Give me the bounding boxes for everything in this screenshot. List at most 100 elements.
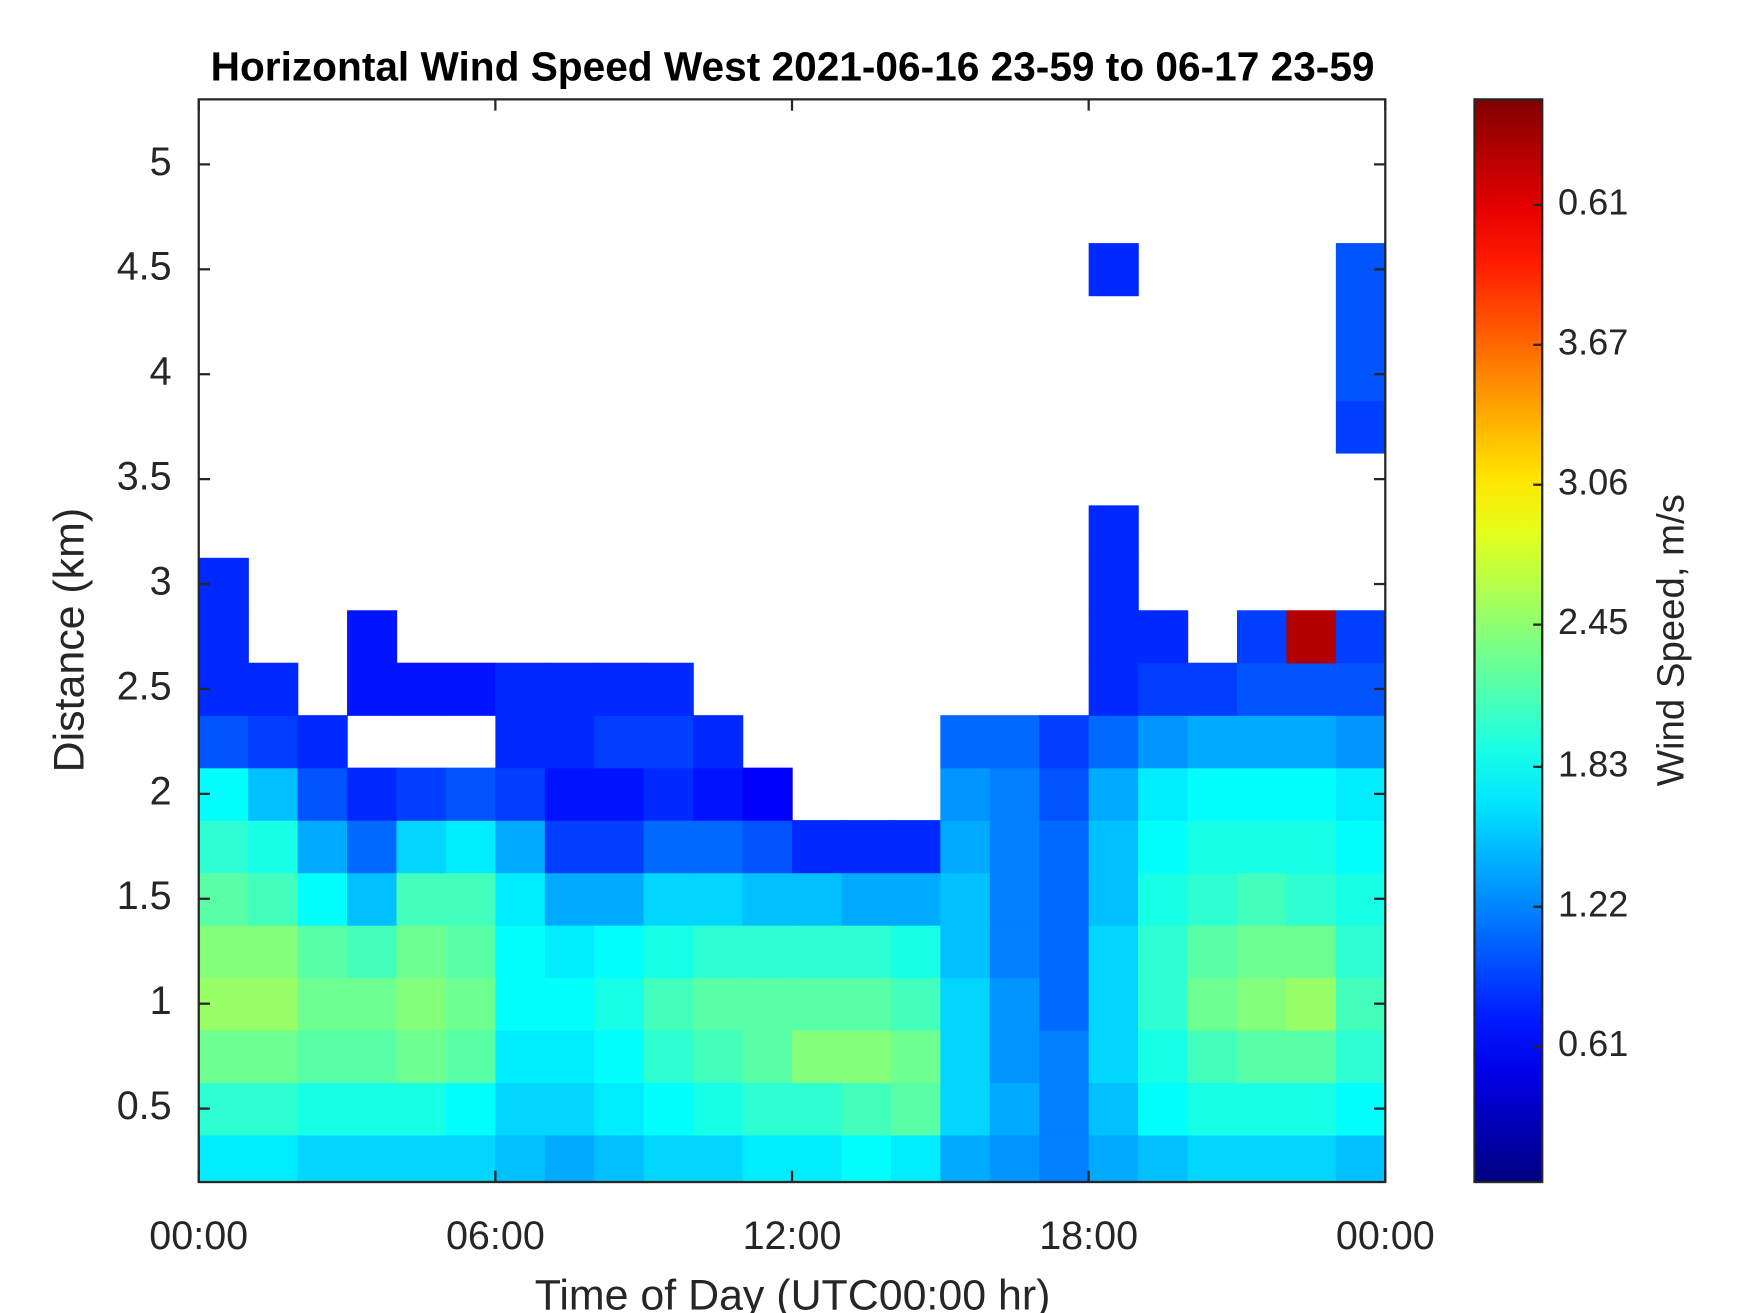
- heatmap-cell: [792, 925, 843, 979]
- heatmap-cell: [989, 715, 1040, 769]
- heatmap-cell: [643, 662, 694, 716]
- heatmap-cell: [1286, 1134, 1337, 1183]
- heatmap-cell: [198, 1134, 249, 1183]
- colorbar-tick-label: 2.45: [1558, 601, 1628, 642]
- heatmap-cell: [1088, 1029, 1139, 1084]
- heatmap-cell: [347, 1134, 398, 1183]
- heatmap-cell: [1286, 662, 1337, 716]
- heatmap-cell: [792, 1029, 843, 1084]
- heatmap-cell: [248, 1134, 299, 1183]
- heatmap-cell: [1236, 1029, 1288, 1084]
- heatmap-cell: [1088, 872, 1139, 926]
- y-tick-label: 2.5: [117, 664, 172, 708]
- heatmap-cell: [1088, 243, 1139, 297]
- heatmap-cell: [940, 767, 991, 821]
- heatmap-cell: [1187, 820, 1238, 874]
- heatmap-cell: [940, 1029, 991, 1084]
- heatmap-cell: [544, 1134, 595, 1183]
- heatmap-cell: [643, 1029, 694, 1084]
- heatmap-cell: [742, 767, 793, 821]
- y-tick-label: 4.5: [117, 245, 172, 289]
- heatmap-cell: [693, 715, 744, 769]
- heatmap-cell: [643, 820, 694, 874]
- heatmap-cell: [1039, 872, 1090, 926]
- heatmap-cell: [940, 872, 991, 926]
- heatmap-cell: [693, 1134, 744, 1183]
- heatmap-cell: [198, 925, 249, 979]
- heatmap-cell: [396, 820, 447, 874]
- heatmap-cell: [248, 715, 299, 769]
- heatmap-cell: [841, 820, 892, 874]
- heatmap-cell: [1138, 820, 1189, 874]
- heatmap-cell: [495, 872, 546, 926]
- heatmap-cell: [544, 977, 595, 1031]
- heatmap-cell: [544, 872, 595, 926]
- x-tick-label: 00:00: [149, 1214, 248, 1258]
- heatmap-cell: [1138, 715, 1189, 769]
- heatmap-cell: [396, 977, 447, 1031]
- heatmap-cell: [1335, 715, 1386, 769]
- heatmap-cell: [248, 1029, 299, 1084]
- heatmap-cell: [1138, 767, 1189, 821]
- heatmap-cell: [1335, 925, 1386, 979]
- heatmap-cell: [1039, 715, 1090, 769]
- heatmap-cell: [1039, 767, 1090, 821]
- heatmap-cell: [643, 872, 694, 926]
- heatmap-cell: [1187, 1082, 1238, 1136]
- heatmap-cell: [594, 820, 645, 874]
- heatmap-cell: [989, 1082, 1040, 1136]
- heatmap-cell: [544, 662, 595, 716]
- heatmap-cell: [940, 977, 991, 1031]
- heatmap-cell: [297, 1134, 348, 1183]
- heatmap-cell: [396, 925, 447, 979]
- heatmap-cell: [1286, 977, 1337, 1031]
- heatmap-cell: [445, 977, 497, 1031]
- heatmap-cell: [396, 1029, 447, 1084]
- heatmap-cell: [1138, 977, 1189, 1031]
- x-tick-label: 12:00: [743, 1214, 842, 1258]
- heatmap-cell: [841, 1134, 892, 1183]
- heatmap-cell: [495, 977, 546, 1031]
- heatmap-cell: [1286, 715, 1337, 769]
- heatmap-cell: [643, 1082, 694, 1136]
- heatmap-cell: [396, 872, 447, 926]
- heatmap-cell: [890, 1029, 942, 1084]
- heatmap-cell: [544, 1029, 595, 1084]
- heatmap-cell: [989, 872, 1040, 926]
- heatmap-cell: [890, 977, 942, 1031]
- heatmap-cell: [1236, 977, 1288, 1031]
- heatmap-cell: [643, 767, 694, 821]
- heatmap-cell: [742, 820, 793, 874]
- heatmap-cell: [445, 662, 497, 716]
- heatmap-cell: [445, 1082, 497, 1136]
- heatmap-cell: [445, 820, 497, 874]
- heatmap-cell: [495, 767, 546, 821]
- heatmap-cell: [742, 1134, 793, 1183]
- heatmap-cell: [347, 1082, 398, 1136]
- heatmap-cell: [890, 1082, 942, 1136]
- heatmap-cell: [594, 1082, 645, 1136]
- heatmap-cell: [989, 925, 1040, 979]
- heatmap-cell: [1088, 1082, 1139, 1136]
- x-tick-label: 06:00: [446, 1214, 545, 1258]
- heatmap-cell: [841, 925, 892, 979]
- heatmap-cell: [1039, 1029, 1090, 1084]
- heatmap-cell: [643, 977, 694, 1031]
- heatmap-cell: [1039, 977, 1090, 1031]
- heatmap-cell: [693, 1082, 744, 1136]
- heatmap-cell: [989, 1134, 1040, 1183]
- heatmap-cell: [544, 1082, 595, 1136]
- heatmap-cell: [198, 820, 249, 874]
- heatmap-cell: [1138, 872, 1189, 926]
- heatmap-cell: [297, 1082, 348, 1136]
- heatmap-cell: [1335, 1029, 1386, 1084]
- heatmap-cell: [1286, 610, 1337, 664]
- heatmap-cell: [1088, 715, 1139, 769]
- heatmap-cell: [1138, 662, 1189, 716]
- heatmap-cell: [297, 767, 348, 821]
- colorbar-tick-label: 3.67: [1558, 321, 1628, 362]
- heatmap-cell: [1286, 767, 1337, 821]
- heatmap-cell: [297, 872, 348, 926]
- colorbar-tick-label: 0.61: [1558, 1023, 1628, 1064]
- heatmap-cell: [347, 1029, 398, 1084]
